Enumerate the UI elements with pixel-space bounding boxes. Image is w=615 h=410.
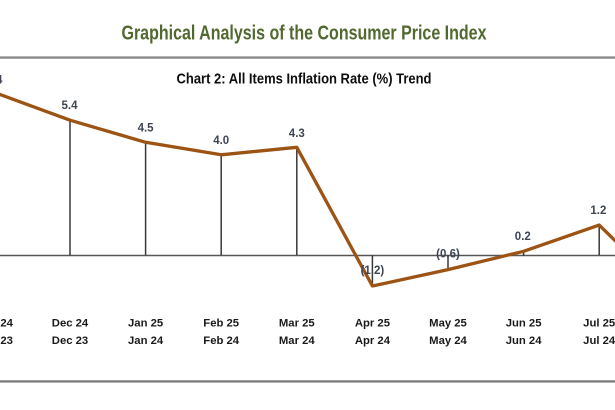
svg-text:Apr 24: Apr 24 (355, 335, 391, 347)
svg-text:5.4: 5.4 (62, 100, 79, 112)
svg-text:Dec 23: Dec 23 (52, 335, 88, 347)
svg-text:Jun 24: Jun 24 (506, 335, 543, 347)
svg-text:(0.6): (0.6) (436, 248, 460, 260)
svg-text:Nov 23: Nov 23 (0, 335, 13, 347)
svg-text:May 25: May 25 (429, 318, 467, 330)
svg-text:Feb 24: Feb 24 (203, 335, 240, 347)
svg-text:Jul 25: Jul 25 (583, 318, 615, 330)
svg-text:4.3: 4.3 (289, 128, 305, 140)
svg-text:(1.2): (1.2) (361, 265, 385, 277)
svg-text:Feb 25: Feb 25 (203, 318, 239, 330)
svg-text:May 24: May 24 (429, 335, 467, 347)
svg-text:Jun 25: Jun 25 (506, 318, 542, 330)
svg-text:6.4: 6.4 (0, 75, 3, 87)
svg-text:Jul 24: Jul 24 (583, 335, 615, 347)
svg-text:Mar 24: Mar 24 (279, 335, 316, 347)
svg-text:4.5: 4.5 (138, 122, 155, 134)
svg-text:Nov 24: Nov 24 (0, 318, 14, 330)
svg-text:0.2: 0.2 (515, 231, 531, 243)
svg-text:Dec 24: Dec 24 (52, 318, 89, 330)
svg-text:Jan 25: Jan 25 (128, 318, 163, 330)
svg-text:Mar 25: Mar 25 (279, 318, 315, 330)
svg-text:Chart 2: All Items Inflation R: Chart 2: All Items Inflation Rate (%) Tr… (177, 70, 432, 87)
svg-text:Apr 25: Apr 25 (355, 318, 390, 330)
svg-text:Jan 24: Jan 24 (128, 335, 164, 347)
svg-text:Graphical Analysis of the Cons: Graphical Analysis of the Consumer Price… (122, 23, 487, 45)
svg-text:4.0: 4.0 (213, 135, 229, 147)
svg-text:1.2: 1.2 (590, 205, 606, 217)
